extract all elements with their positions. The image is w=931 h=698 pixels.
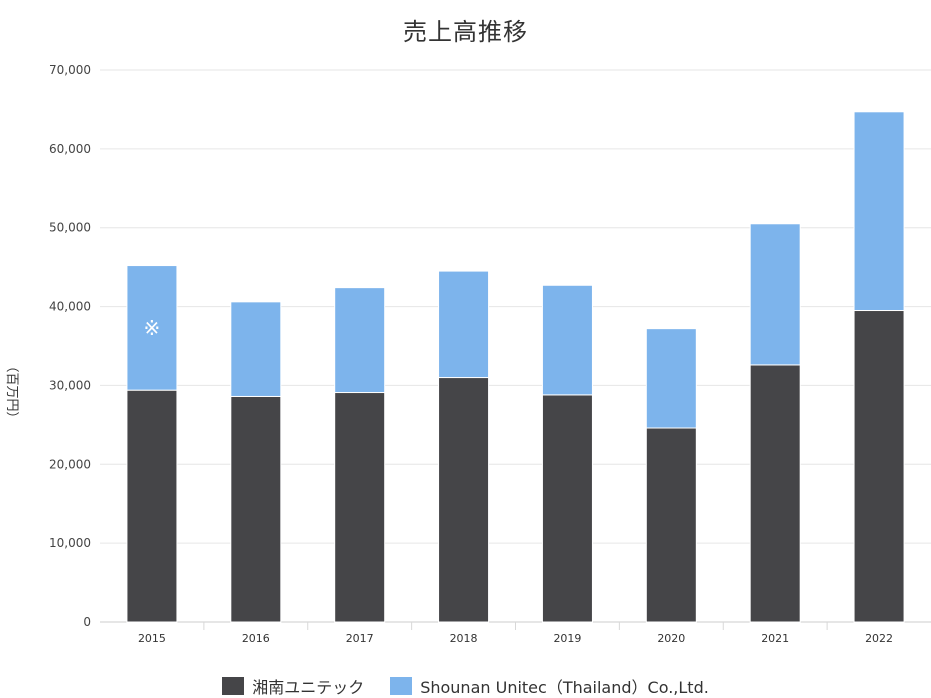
y-tick-label: 30,000 bbox=[49, 378, 91, 392]
bar-2015-series-1[interactable] bbox=[126, 265, 178, 391]
x-tick-label: 2015 bbox=[138, 632, 166, 645]
bar-2018-series-0[interactable] bbox=[438, 377, 490, 623]
x-tick-label: 2021 bbox=[761, 632, 789, 645]
y-tick-label: 60,000 bbox=[49, 142, 91, 156]
bar-2020-series-1[interactable] bbox=[645, 328, 697, 429]
y-axis-ticks: 0 10,000 20,000 30,000 40,000 50,000 60,000 70,… bbox=[49, 63, 91, 629]
chart-title: 売上高推移 bbox=[403, 18, 528, 46]
legend-swatch-thailand bbox=[390, 677, 413, 695]
y-tick-label: 40,000 bbox=[49, 300, 91, 314]
bar-2022-series-0[interactable] bbox=[853, 310, 905, 623]
bar-2016-series-0[interactable] bbox=[230, 395, 282, 623]
bar-2021-series-0[interactable] bbox=[749, 364, 801, 623]
y-tick-label: 70,000 bbox=[49, 63, 91, 77]
annotations: ※ bbox=[144, 316, 161, 340]
x-axis-ticks: 2015 2016 2017 2018 2019 2020 2021 2022 bbox=[138, 622, 893, 645]
bar-2021-series-1[interactable] bbox=[749, 223, 801, 366]
bar-2015-series-0[interactable] bbox=[126, 389, 178, 623]
bar-2016-series-1[interactable] bbox=[230, 301, 282, 397]
x-tick-label: 2020 bbox=[657, 632, 685, 645]
legend-swatch-shonan-unitec bbox=[222, 677, 245, 695]
legend-label-thailand: Shounan Unitec（Thailand）Co.,Ltd. bbox=[420, 678, 709, 697]
x-tick-label: 2019 bbox=[553, 632, 581, 645]
y-tick-label: 50,000 bbox=[49, 221, 91, 235]
y-tick-label: 0 bbox=[83, 615, 91, 629]
bar-2017-series-1[interactable] bbox=[334, 287, 386, 394]
x-tick-label: 2017 bbox=[346, 632, 374, 645]
y-axis-label: （百万円） bbox=[4, 359, 19, 424]
gridlines bbox=[100, 69, 931, 623]
bars bbox=[126, 111, 905, 623]
bar-2022-series-1[interactable] bbox=[853, 111, 905, 312]
bar-2017-series-0[interactable] bbox=[334, 392, 386, 623]
x-tick-label: 2022 bbox=[865, 632, 893, 645]
x-tick-label: 2018 bbox=[450, 632, 478, 645]
bar-2019-series-0[interactable] bbox=[541, 394, 593, 623]
y-axis-label-group: （百万円） bbox=[4, 359, 19, 424]
legend: 湘南ユニテック Shounan Unitec（Thailand）Co.,Ltd. bbox=[0, 675, 931, 697]
legend-item-thailand[interactable]: Shounan Unitec（Thailand）Co.,Ltd. bbox=[390, 674, 709, 698]
bar-2020-series-0[interactable] bbox=[645, 427, 697, 623]
legend-item-shonan-unitec[interactable]: 湘南ユニテック bbox=[222, 674, 364, 698]
bar-2019-series-1[interactable] bbox=[541, 284, 593, 396]
y-tick-label: 10,000 bbox=[49, 536, 91, 550]
x-tick-label: 2016 bbox=[242, 632, 270, 645]
bar-2018-series-1[interactable] bbox=[438, 270, 490, 379]
annotation-mark: ※ bbox=[144, 316, 161, 340]
y-tick-label: 20,000 bbox=[49, 457, 91, 471]
legend-label-shonan-unitec: 湘南ユニテック bbox=[252, 678, 365, 697]
